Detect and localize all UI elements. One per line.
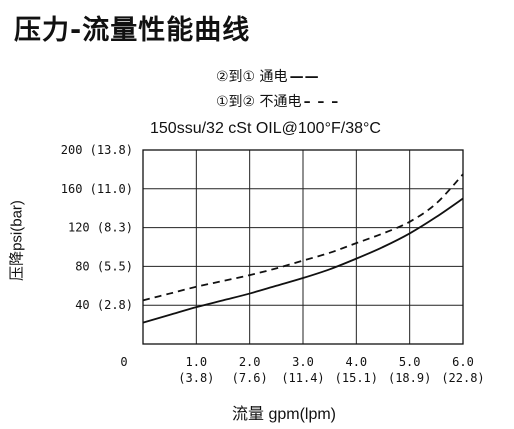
x-tick-sublabel-1: (7.6) xyxy=(232,371,268,385)
y-tick-label-2: 120 (8.3) xyxy=(68,221,133,235)
legend-entry-dashed: ①到② 不通电 – – – xyxy=(216,91,339,111)
y-tick-label-1: 80 (5.5) xyxy=(75,259,133,273)
x-tick-label-3: 4.0 xyxy=(345,355,367,369)
legend-label: ②到① 通电 xyxy=(216,69,288,85)
legend-entry-solid: ②到① 通电 —— xyxy=(216,66,320,86)
x-tick-sublabel-0: (3.8) xyxy=(178,371,214,385)
x-tick-sublabel-2: (11.4) xyxy=(281,371,324,385)
x-tick-label-0: 1.0 xyxy=(185,355,207,369)
legend-label: ①到② 不通电 xyxy=(216,94,302,110)
x-tick-label-2: 3.0 xyxy=(292,355,314,369)
x-tick-sublabel-5: (22.8) xyxy=(441,371,484,385)
x-origin-label: 0 xyxy=(120,355,127,369)
x-tick-label-1: 2.0 xyxy=(239,355,261,369)
x-tick-label-5: 6.0 xyxy=(452,355,474,369)
x-tick-label-4: 5.0 xyxy=(399,355,421,369)
x-tick-sublabel-4: (18.9) xyxy=(388,371,431,385)
x-tick-sublabel-3: (15.1) xyxy=(335,371,378,385)
y-tick-label-3: 160 (11.0) xyxy=(61,182,133,196)
y-tick-label-0: 40 (2.8) xyxy=(75,298,133,312)
x-axis-label: 流量 gpm(lpm) xyxy=(232,406,337,423)
page-title: 压力-流量性能曲线 xyxy=(14,15,251,46)
legend-sample-solid: —— xyxy=(289,69,320,85)
y-tick-label-4: 200 (13.8) xyxy=(61,143,133,157)
plot-frame xyxy=(142,149,464,345)
legend-sample-dashed: – – – xyxy=(303,94,340,110)
series-line-dashed xyxy=(142,173,464,302)
chart-subtitle: 150ssu/32 cSt OIL@100°F/38°C xyxy=(150,120,381,137)
series-line-solid xyxy=(142,197,464,324)
